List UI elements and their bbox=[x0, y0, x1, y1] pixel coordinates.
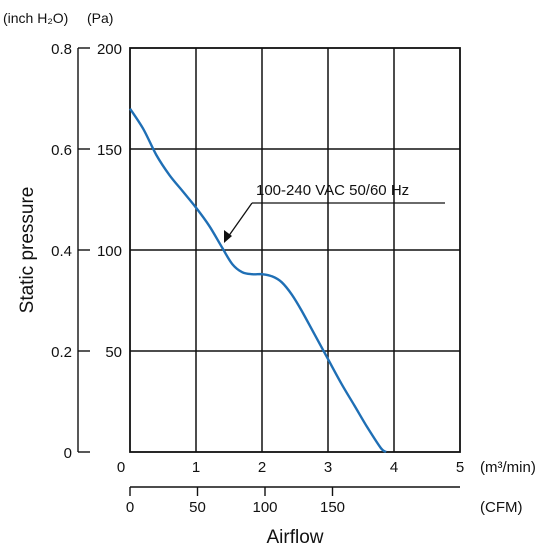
curve-layer bbox=[128, 107, 387, 454]
x-unit-cfm: (CFM) bbox=[480, 499, 522, 516]
x-unit-m3: (m³/min) bbox=[480, 459, 536, 476]
annotation-leader bbox=[227, 202, 253, 238]
y-axis-label: Static pressure bbox=[17, 187, 38, 314]
m3-tick-label: 0 bbox=[117, 459, 125, 476]
annotation-arrowhead bbox=[224, 230, 232, 243]
cfm-tick-label: 50 bbox=[189, 499, 206, 516]
m3-tick-label: 4 bbox=[390, 459, 398, 476]
inch-axis-unit: (inch H₂O) bbox=[3, 10, 68, 26]
series-line bbox=[128, 107, 387, 454]
cfm-tick-label: 150 bbox=[320, 499, 345, 516]
m3-tick-label: 3 bbox=[324, 459, 332, 476]
x-axis-label: Airflow bbox=[266, 527, 323, 548]
inch-tick-label: 0 bbox=[64, 445, 72, 462]
cfm-tick-label: 0 bbox=[126, 499, 134, 516]
pa-axis-unit: (Pa) bbox=[87, 10, 113, 26]
pa-tick-label: 150 bbox=[97, 142, 122, 159]
inch-tick-label: 0.2 bbox=[51, 344, 72, 361]
cfm-tick-label: 100 bbox=[252, 499, 277, 516]
curve-label: 100-240 VAC 50/60 Hz bbox=[256, 182, 409, 199]
pa-tick-label: 200 bbox=[97, 41, 122, 58]
inch-tick-label: 0.6 bbox=[51, 142, 72, 159]
m3-tick-label: 1 bbox=[192, 459, 200, 476]
m3-tick-label: 2 bbox=[258, 459, 266, 476]
plot-grid bbox=[129, 47, 461, 453]
inch-tick-label: 0.4 bbox=[51, 243, 72, 260]
inch-tick-label: 0.8 bbox=[51, 41, 72, 58]
pa-tick-label: 50 bbox=[105, 344, 122, 361]
pa-tick-label: 100 bbox=[97, 243, 122, 260]
m3-tick-label: 5 bbox=[456, 459, 464, 476]
